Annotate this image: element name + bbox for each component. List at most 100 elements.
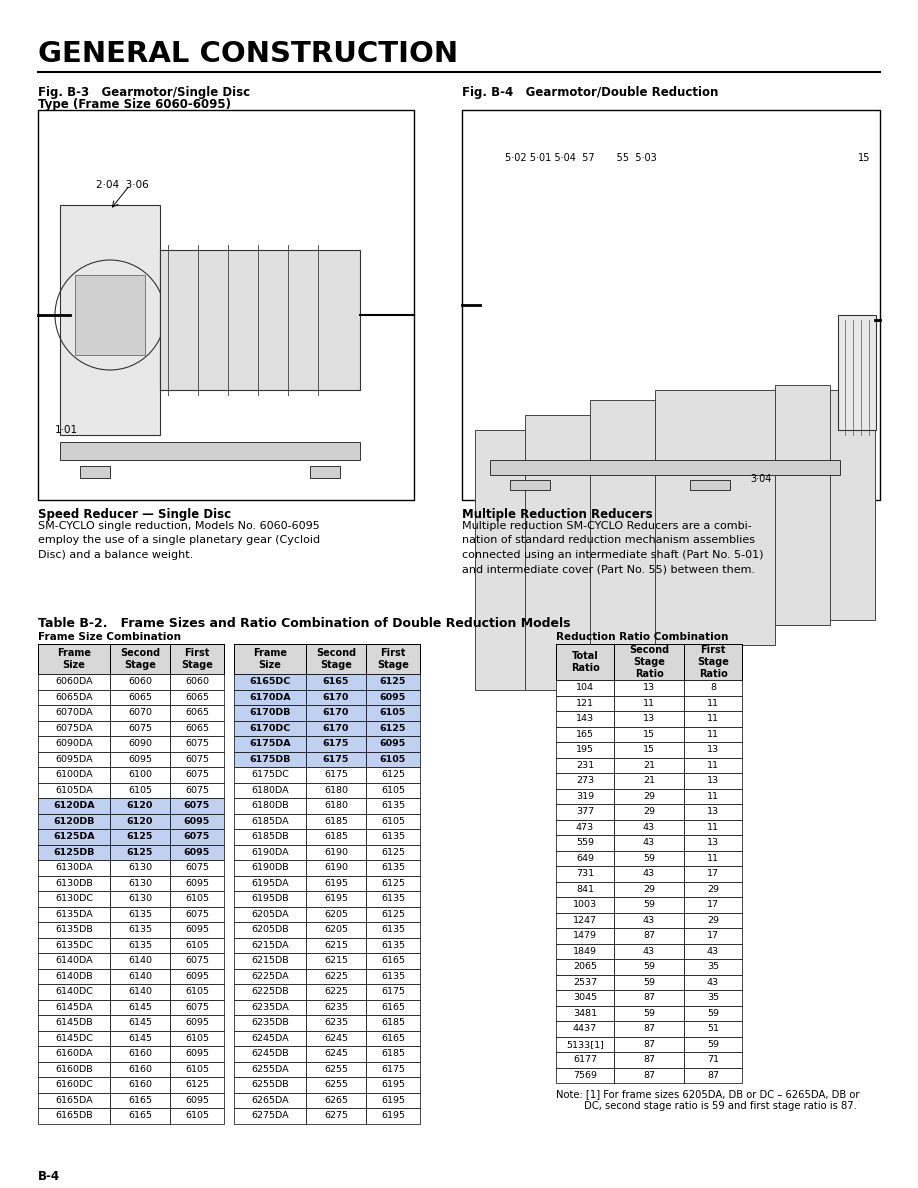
Bar (310, 466, 340, 478)
Bar (366, 1015, 420, 1030)
Bar (614, 851, 684, 866)
Bar (684, 912, 742, 928)
Text: 6135DB: 6135DB (55, 925, 93, 934)
Text: Fig. B-4   Gearmotor/Double Reduction: Fig. B-4 Gearmotor/Double Reduction (462, 86, 719, 99)
Bar (306, 829, 366, 845)
Bar (170, 720, 224, 737)
Text: 6095: 6095 (185, 925, 209, 934)
Text: 6125: 6125 (381, 770, 405, 779)
Bar (306, 814, 366, 829)
Text: 6190DA: 6190DA (252, 848, 289, 857)
Bar (234, 704, 306, 720)
Text: 6160DC: 6160DC (55, 1080, 93, 1089)
Text: 6135: 6135 (128, 941, 152, 949)
Bar (306, 876, 366, 891)
Bar (234, 953, 306, 968)
Text: 6125: 6125 (127, 833, 153, 841)
Bar (556, 866, 614, 881)
Text: 6130: 6130 (128, 879, 152, 887)
Text: 6075: 6075 (184, 801, 210, 810)
Bar (556, 758, 614, 773)
Bar (170, 814, 224, 829)
Bar (234, 720, 306, 737)
Bar (614, 990, 684, 1005)
Bar (614, 742, 684, 758)
Text: 6185: 6185 (381, 1018, 405, 1028)
Text: Second
Stage
Ratio: Second Stage Ratio (629, 645, 669, 678)
Bar (462, 110, 880, 500)
Bar (170, 1093, 224, 1108)
Bar (38, 674, 110, 689)
Text: 2·04  3·06: 2·04 3·06 (96, 181, 149, 190)
Text: 6090: 6090 (128, 739, 152, 748)
Text: 6105: 6105 (380, 708, 406, 718)
Bar (684, 974, 742, 990)
Text: 6135DC: 6135DC (55, 941, 93, 949)
Text: 6180DA: 6180DA (252, 785, 289, 795)
Text: 8: 8 (710, 683, 716, 693)
Text: 6060: 6060 (128, 677, 152, 687)
Bar (614, 881, 684, 897)
Text: 6075: 6075 (185, 770, 209, 779)
Text: 6195: 6195 (381, 1080, 405, 1089)
Bar (110, 1030, 170, 1045)
Text: 6075: 6075 (185, 739, 209, 748)
Text: 377: 377 (576, 808, 594, 816)
Text: 6120DB: 6120DB (53, 817, 95, 826)
Text: 59: 59 (643, 1009, 655, 1018)
Bar (234, 968, 306, 984)
Bar (38, 953, 110, 968)
Bar (366, 1062, 420, 1078)
Text: 6170: 6170 (323, 708, 349, 718)
Bar (306, 891, 366, 906)
Text: 6125: 6125 (380, 677, 406, 687)
Text: 6175DC: 6175DC (251, 770, 289, 779)
Text: 15: 15 (643, 729, 655, 739)
Text: 195: 195 (576, 745, 594, 754)
Text: 165: 165 (576, 729, 594, 739)
Bar (306, 674, 366, 689)
Bar (234, 937, 306, 953)
Text: 6190: 6190 (324, 848, 348, 857)
Text: Second
Stage: Second Stage (316, 649, 356, 670)
Text: 6145DA: 6145DA (55, 1003, 93, 1012)
Bar (366, 737, 420, 752)
Bar (170, 860, 224, 876)
Text: 6145: 6145 (128, 1034, 152, 1043)
Text: 6275: 6275 (324, 1111, 348, 1120)
Bar (366, 720, 420, 737)
Bar (234, 814, 306, 829)
Text: Speed Reducer — Single Disc: Speed Reducer — Single Disc (38, 508, 231, 522)
Bar (614, 1068, 684, 1083)
Bar (306, 984, 366, 999)
Bar (110, 1108, 170, 1124)
Bar (110, 783, 170, 798)
Text: 6225DB: 6225DB (252, 987, 289, 997)
Bar (110, 720, 170, 737)
Text: 6120: 6120 (127, 817, 153, 826)
Text: 2537: 2537 (573, 978, 597, 987)
Bar (306, 1045, 366, 1062)
Text: 6245: 6245 (324, 1049, 348, 1059)
Bar (306, 1030, 366, 1045)
Bar (234, 1030, 306, 1045)
Text: 6135: 6135 (381, 941, 405, 949)
Text: 29: 29 (643, 885, 655, 893)
Text: 59: 59 (643, 978, 655, 987)
Text: 1003: 1003 (573, 901, 597, 909)
Bar (684, 1005, 742, 1020)
Bar (366, 1030, 420, 1045)
Bar (38, 829, 110, 845)
Text: 6235: 6235 (324, 1018, 348, 1028)
Bar (38, 110, 414, 500)
Text: 17: 17 (707, 931, 719, 940)
Bar (170, 999, 224, 1015)
Bar (684, 1068, 742, 1083)
Bar (170, 953, 224, 968)
Bar (38, 968, 110, 984)
Bar (38, 922, 110, 937)
Text: 6175: 6175 (323, 754, 349, 764)
Bar (170, 783, 224, 798)
Bar (110, 767, 170, 783)
Bar (170, 674, 224, 689)
